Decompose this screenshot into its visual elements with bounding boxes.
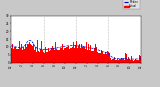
Legend: Median, Actual: Median, Actual (123, 0, 140, 9)
